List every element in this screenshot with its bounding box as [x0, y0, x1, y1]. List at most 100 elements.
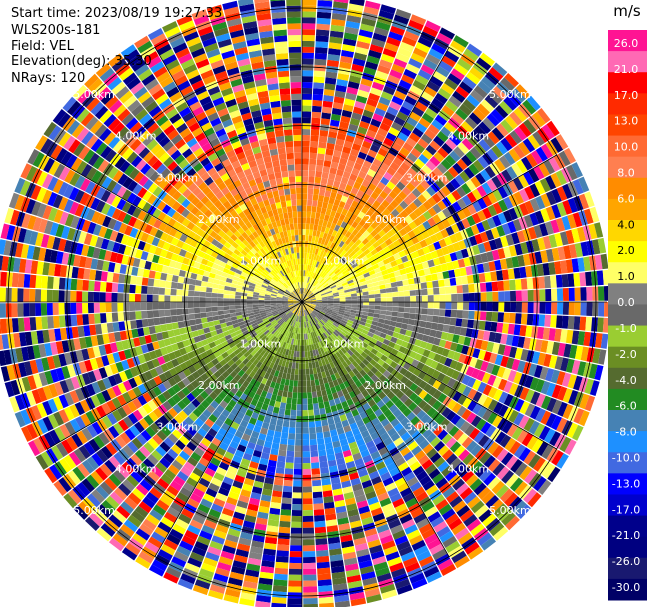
velocity-gate — [426, 80, 441, 93]
velocity-gate — [546, 382, 556, 397]
velocity-gate — [313, 76, 325, 84]
velocity-gate — [355, 223, 363, 232]
velocity-gate — [407, 567, 423, 579]
velocity-gate — [371, 277, 379, 283]
velocity-gate — [454, 231, 464, 242]
velocity-gate — [445, 367, 455, 378]
velocity-gate — [70, 290, 77, 302]
velocity-gate — [347, 508, 359, 517]
velocity-gate — [337, 226, 345, 234]
velocity-gate — [363, 298, 370, 302]
velocity-gate — [391, 95, 404, 106]
velocity-gate — [313, 254, 318, 261]
velocity-gate — [530, 391, 541, 405]
velocity-gate — [309, 304, 316, 307]
velocity-gate — [560, 167, 573, 183]
velocity-gate — [531, 239, 540, 252]
velocity-gate — [341, 258, 348, 265]
velocity-gate — [342, 315, 350, 320]
velocity-gate — [365, 209, 374, 218]
velocity-gate — [187, 302, 194, 308]
velocity-gate — [521, 432, 534, 447]
velocity-gate — [329, 30, 344, 39]
velocity-gate — [399, 394, 409, 404]
velocity-gate — [340, 347, 347, 354]
velocity-gate — [521, 302, 528, 313]
velocity-gate — [441, 508, 456, 521]
velocity-gate — [512, 177, 524, 191]
velocity-gate — [356, 500, 369, 509]
velocity-gate — [418, 523, 433, 535]
velocity-gate — [335, 138, 345, 147]
velocity-gate — [391, 377, 400, 386]
velocity-gate — [317, 579, 332, 587]
velocity-gate — [557, 401, 568, 417]
velocity-gate — [428, 351, 436, 360]
velocity-gate — [327, 54, 340, 62]
velocity-gate — [327, 307, 334, 311]
velocity-gate — [293, 480, 302, 487]
velocity-gate — [491, 312, 499, 322]
velocity-gate — [311, 259, 316, 267]
velocity-gate — [535, 393, 546, 408]
velocity-gate — [47, 316, 54, 329]
velocity-gate — [440, 126, 453, 138]
velocity-gate — [424, 533, 439, 545]
velocity-gate — [88, 313, 95, 325]
velocity-gate — [377, 237, 385, 245]
velocity-gate — [307, 314, 312, 321]
velocity-gate — [318, 277, 324, 283]
velocity-gate — [468, 292, 475, 302]
velocity-gate — [560, 260, 568, 274]
velocity-gate — [395, 381, 405, 390]
velocity-gate — [356, 259, 364, 266]
velocity-gate — [362, 305, 369, 309]
velocity-gate — [396, 413, 406, 423]
velocity-gate — [407, 278, 415, 285]
velocity-gate — [368, 328, 376, 334]
velocity-gate — [52, 277, 60, 290]
velocity-gate — [362, 358, 370, 366]
velocity-gate — [315, 297, 322, 300]
velocity-gate — [429, 421, 440, 433]
velocity-gate — [414, 353, 423, 362]
velocity-gate — [400, 126, 412, 137]
velocity-gate — [437, 393, 448, 404]
velocity-gate — [573, 408, 585, 424]
velocity-gate — [461, 121, 474, 134]
velocity-gate — [486, 302, 493, 312]
velocity-gate — [459, 170, 470, 183]
velocity-gate — [495, 104, 509, 119]
velocity-gate — [404, 30, 420, 42]
velocity-gate — [452, 334, 460, 344]
velocity-gate — [491, 281, 499, 292]
velocity-gate — [290, 527, 302, 534]
velocity-gate — [317, 573, 332, 581]
velocity-gate — [353, 414, 362, 423]
velocity-gate — [310, 302, 317, 305]
velocity-gate — [341, 242, 348, 250]
velocity-gate — [395, 8, 412, 20]
velocity-gate — [308, 170, 316, 177]
velocity-gate — [319, 311, 326, 315]
velocity-gate — [412, 79, 426, 91]
velocity-gate — [403, 307, 411, 313]
velocity-gate — [531, 438, 544, 453]
velocity-gate — [304, 302, 311, 305]
velocity-gate — [302, 427, 309, 434]
velocity-gate — [378, 366, 387, 375]
velocity-gate — [459, 81, 473, 94]
velocity-gate — [391, 311, 398, 317]
velocity-gate — [432, 203, 442, 214]
velocity-gate — [93, 292, 100, 302]
velocity-gate — [433, 135, 445, 147]
velocity-gate — [419, 254, 428, 263]
velocity-gate — [377, 181, 386, 191]
velocity-gate — [308, 306, 314, 311]
velocity-gate — [338, 290, 345, 294]
velocity-gate — [348, 192, 357, 201]
velocity-gate — [342, 146, 352, 155]
velocity-gate — [309, 158, 317, 165]
velocity-gate — [405, 330, 413, 337]
velocity-gate — [327, 319, 334, 324]
